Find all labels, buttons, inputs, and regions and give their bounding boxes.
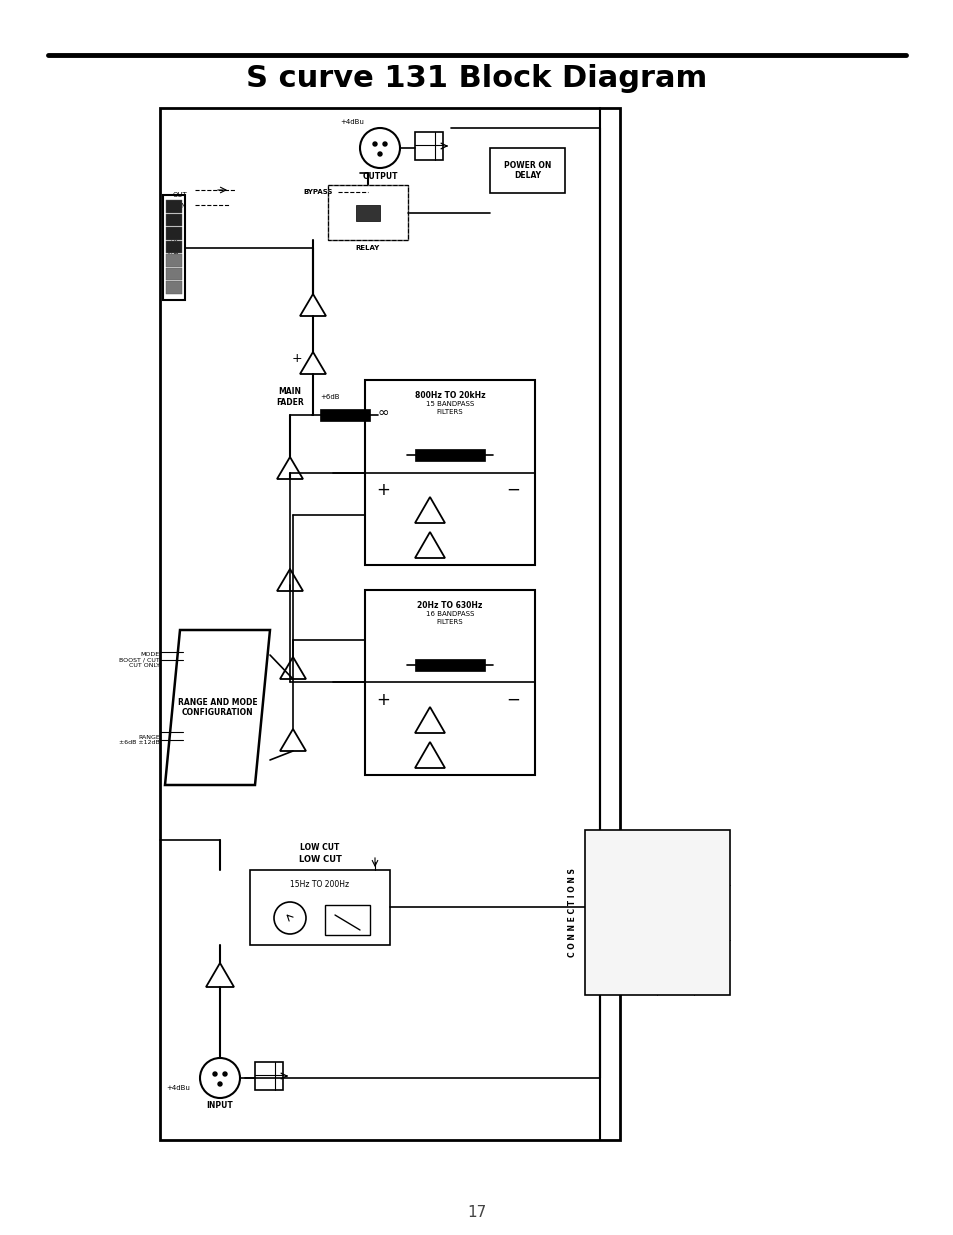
Bar <box>490 148 564 193</box>
Text: 1/4": 1/4" <box>708 830 714 846</box>
Bar <box>365 590 535 776</box>
Text: OUTPUT: OUTPUT <box>362 172 397 180</box>
Bar <box>325 905 370 935</box>
Text: 17: 17 <box>467 1205 486 1220</box>
Bar <box>250 869 390 945</box>
Text: POWER ON
DELAY: POWER ON DELAY <box>503 161 551 180</box>
Circle shape <box>377 152 381 156</box>
Text: RING: RING <box>673 904 678 920</box>
Text: BYPASS: BYPASS <box>303 189 332 195</box>
Text: PIN 1: PIN 1 <box>600 850 605 866</box>
Text: OUT: OUT <box>172 191 187 198</box>
Bar <box>319 409 370 421</box>
Bar <box>365 380 535 564</box>
Circle shape <box>218 1082 222 1086</box>
Text: 15Hz TO 200Hz: 15Hz TO 200Hz <box>290 881 349 889</box>
Bar <box>160 107 619 1140</box>
Text: 16 BANDPASS
FILTERS: 16 BANDPASS FILTERS <box>425 611 474 625</box>
Circle shape <box>373 142 376 146</box>
Text: +: + <box>375 692 390 709</box>
Text: INPUT: INPUT <box>207 1102 233 1110</box>
Text: +6dB: +6dB <box>320 394 339 400</box>
Text: −: − <box>505 480 519 499</box>
Text: C O N N E C T I O N S: C O N N E C T I O N S <box>568 868 577 957</box>
Bar <box>254 1062 283 1091</box>
Text: SLEEVE: SLEEVE <box>673 956 678 979</box>
Bar <box>328 185 408 240</box>
Bar <box>584 830 729 995</box>
Text: COLD: COLD <box>709 904 714 921</box>
Text: 800Hz TO 20kHz: 800Hz TO 20kHz <box>415 390 485 399</box>
Bar <box>166 200 182 212</box>
Text: −: − <box>505 692 519 709</box>
Bar <box>415 659 484 671</box>
Text: MAIN
FADER: MAIN FADER <box>275 388 304 406</box>
Text: GND: GND <box>637 850 641 864</box>
Text: RANGE AND MODE
CONFIGURATION: RANGE AND MODE CONFIGURATION <box>177 698 257 718</box>
Bar <box>166 227 182 240</box>
Bar <box>355 205 379 221</box>
Text: 15 BANDPASS
FILTERS: 15 BANDPASS FILTERS <box>425 401 474 415</box>
Text: RANGE
±6dB ±12dB: RANGE ±6dB ±12dB <box>119 735 160 746</box>
Bar <box>415 450 484 461</box>
Text: COLD: COLD <box>637 958 641 977</box>
Bar <box>166 254 182 267</box>
Text: +: + <box>292 352 302 364</box>
Text: MODE
BOOST / CUT
CUT ONLY: MODE BOOST / CUT CUT ONLY <box>119 652 160 668</box>
Text: LOW CUT: LOW CUT <box>298 856 341 864</box>
Text: 20Hz TO 630Hz: 20Hz TO 630Hz <box>416 600 482 610</box>
Circle shape <box>213 1072 216 1076</box>
Text: HOT: HOT <box>637 905 641 919</box>
Text: TIP: TIP <box>673 853 678 862</box>
Text: XLR: XLR <box>636 830 641 846</box>
Text: HOT: HOT <box>709 851 714 864</box>
Text: +4dBu: +4dBu <box>339 119 363 125</box>
Bar <box>166 282 182 294</box>
Bar <box>163 195 185 300</box>
Bar <box>166 268 182 280</box>
Text: GND: GND <box>709 961 714 974</box>
Bar <box>166 241 182 253</box>
Text: PIN 3: PIN 3 <box>600 960 605 976</box>
Text: LOW CUT: LOW CUT <box>300 844 339 852</box>
Bar <box>415 132 442 161</box>
Text: LEVEL
METER: LEVEL METER <box>169 237 179 258</box>
Circle shape <box>223 1072 227 1076</box>
Text: +: + <box>375 480 390 499</box>
Text: ∞: ∞ <box>376 406 388 420</box>
Bar <box>166 214 182 226</box>
Text: S curve 131 Block Diagram: S curve 131 Block Diagram <box>246 63 707 93</box>
Circle shape <box>382 142 387 146</box>
Bar <box>328 185 408 240</box>
Text: IN: IN <box>179 203 187 209</box>
Text: PIN 2: PIN 2 <box>600 904 605 920</box>
Text: RELAY: RELAY <box>355 245 379 251</box>
Text: +4dBu: +4dBu <box>166 1086 190 1091</box>
